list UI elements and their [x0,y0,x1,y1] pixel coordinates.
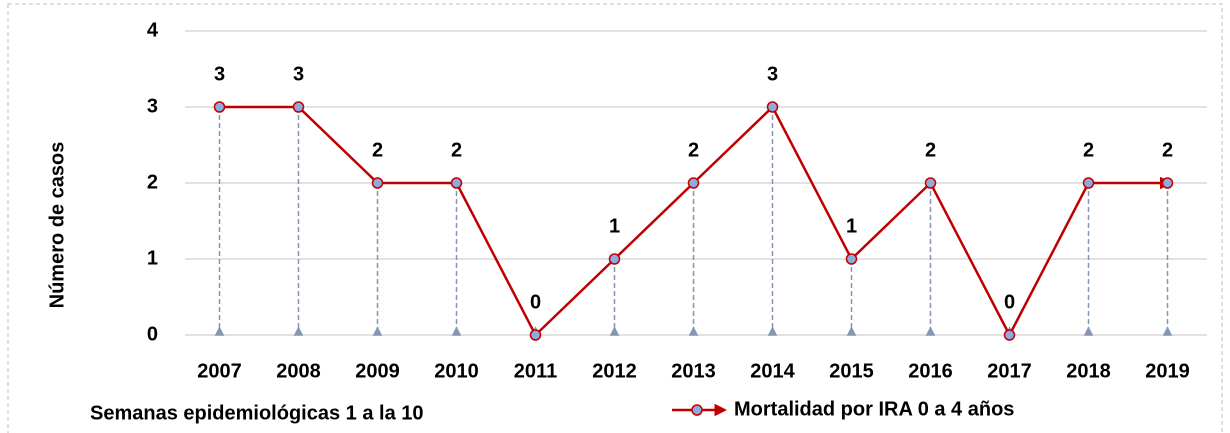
value-label: 3 [214,63,225,85]
legend-label: Mortalidad por IRA 0 a 4 años [734,398,1014,420]
note: Semanas epidemiológicas 1 a la 10 [90,402,424,424]
x-tick-label: 2011 [514,360,557,382]
x-tick-label: 2015 [829,360,874,382]
x-tick-label: 2009 [355,360,400,382]
value-label: 2 [1162,139,1173,161]
value-label: 0 [530,291,541,313]
x-tick-label: 2014 [750,360,795,382]
y-tick-label: 1 [147,247,158,269]
value-label: 2 [688,139,699,161]
value-label: 2 [372,139,383,161]
y-tick-label: 2 [147,171,158,193]
marker [687,177,700,189]
x-tick-label: 2013 [671,360,716,382]
marker [292,101,305,113]
marker [1003,329,1016,341]
x-tick-label: 2008 [276,360,321,382]
y-axis-label: Número de casos [46,142,68,309]
x-tick-label: 2007 [197,360,242,382]
marker [766,101,779,113]
value-label: 1 [609,215,620,237]
marker [924,177,937,189]
marker [450,177,463,189]
x-tick-label: 2012 [592,360,637,382]
value-label: 2 [451,139,462,161]
legend-marker [691,404,703,416]
x-tick-label: 2018 [1066,360,1111,382]
x-tick-label: 2019 [1145,360,1190,382]
x-tick-label: 2010 [434,360,479,382]
marker [1082,177,1095,189]
marker [845,253,858,265]
y-tick-label: 0 [147,323,158,345]
x-tick-label: 2017 [987,360,1032,382]
value-label: 2 [1083,139,1094,161]
y-tick-label: 4 [147,19,159,41]
value-label: 2 [925,139,936,161]
value-label: 0 [1004,291,1015,313]
value-label: 3 [293,63,304,85]
x-tick-label: 2016 [908,360,953,382]
marker [371,177,384,189]
marker [213,101,226,113]
marker [608,253,621,265]
value-label: 3 [767,63,778,85]
value-label: 1 [846,215,857,237]
y-tick-label: 3 [147,95,158,117]
marker [529,329,542,341]
frame [7,3,1223,433]
marker [1161,177,1174,189]
